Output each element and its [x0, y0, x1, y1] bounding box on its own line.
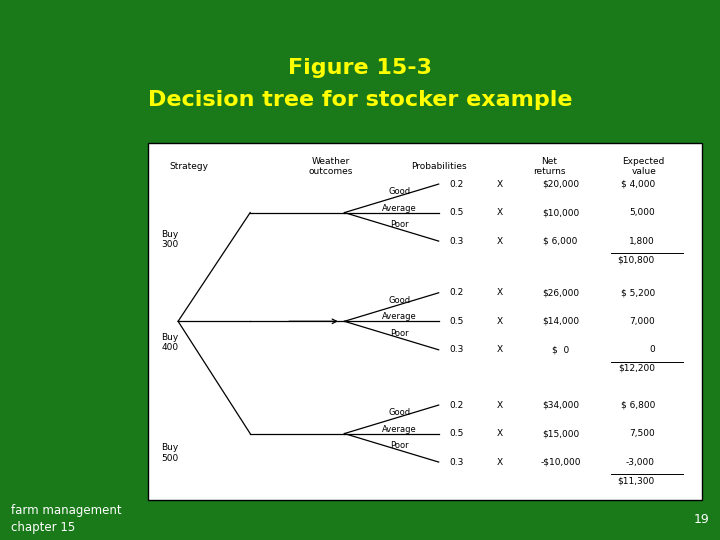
Text: X: X — [497, 317, 503, 326]
Text: $ 5,200: $ 5,200 — [621, 288, 655, 298]
Text: Buy
300: Buy 300 — [161, 230, 179, 249]
Text: X: X — [497, 429, 503, 438]
Text: $ 6,000: $ 6,000 — [544, 237, 578, 246]
Text: Good: Good — [388, 296, 410, 305]
Text: 0.5: 0.5 — [450, 429, 464, 438]
Text: 7,000: 7,000 — [629, 317, 655, 326]
Text: 7,500: 7,500 — [629, 429, 655, 438]
Text: Poor: Poor — [390, 441, 408, 450]
Text: 1,800: 1,800 — [629, 237, 655, 246]
Text: Average: Average — [382, 424, 416, 434]
Text: 0.3: 0.3 — [450, 237, 464, 246]
Text: 0.2: 0.2 — [450, 401, 464, 409]
Text: Poor: Poor — [390, 329, 408, 338]
Text: X: X — [497, 401, 503, 409]
Text: farm management
chapter 15: farm management chapter 15 — [11, 504, 122, 535]
Text: X: X — [497, 180, 503, 188]
Text: $26,000: $26,000 — [542, 288, 579, 298]
Text: Expected
value: Expected value — [623, 157, 665, 176]
Bar — [148, 143, 702, 500]
Text: $10,800: $10,800 — [618, 255, 655, 264]
Text: $20,000: $20,000 — [542, 180, 579, 188]
Text: $ 4,000: $ 4,000 — [621, 180, 655, 188]
Text: Probabilities: Probabilities — [411, 162, 467, 171]
Text: X: X — [497, 288, 503, 298]
Text: Good: Good — [388, 408, 410, 417]
Text: $  0: $ 0 — [552, 345, 570, 354]
Text: 0.2: 0.2 — [450, 180, 464, 188]
Text: Poor: Poor — [390, 220, 408, 229]
Text: Figure 15-3: Figure 15-3 — [288, 57, 432, 78]
Text: Average: Average — [382, 204, 416, 213]
Text: 0.2: 0.2 — [450, 288, 464, 298]
Text: 0.5: 0.5 — [450, 317, 464, 326]
Text: $11,300: $11,300 — [618, 476, 655, 485]
Text: 5,000: 5,000 — [629, 208, 655, 217]
Text: Strategy: Strategy — [170, 162, 209, 171]
Text: Buy
400: Buy 400 — [161, 333, 179, 353]
Text: Weather
outcomes: Weather outcomes — [308, 157, 353, 176]
Text: Decision tree for stocker example: Decision tree for stocker example — [148, 90, 572, 110]
Text: $15,000: $15,000 — [542, 429, 580, 438]
Text: X: X — [497, 237, 503, 246]
Text: -3,000: -3,000 — [626, 457, 655, 467]
Text: $14,000: $14,000 — [542, 317, 579, 326]
Text: 0: 0 — [649, 345, 655, 354]
Text: -$10,000: -$10,000 — [541, 457, 581, 467]
Text: 0.3: 0.3 — [450, 457, 464, 467]
Text: $ 6,800: $ 6,800 — [621, 401, 655, 409]
Text: $34,000: $34,000 — [542, 401, 579, 409]
Text: Buy
500: Buy 500 — [161, 443, 179, 463]
Text: 19: 19 — [693, 513, 709, 526]
Text: X: X — [497, 345, 503, 354]
Text: Good: Good — [388, 187, 410, 196]
Text: $10,000: $10,000 — [542, 208, 580, 217]
Text: X: X — [497, 457, 503, 467]
Text: $12,200: $12,200 — [618, 364, 655, 373]
Text: X: X — [497, 208, 503, 217]
Text: 0.5: 0.5 — [450, 208, 464, 217]
Text: Net
returns: Net returns — [534, 157, 566, 176]
Text: 0.3: 0.3 — [450, 345, 464, 354]
Text: Average: Average — [382, 312, 416, 321]
